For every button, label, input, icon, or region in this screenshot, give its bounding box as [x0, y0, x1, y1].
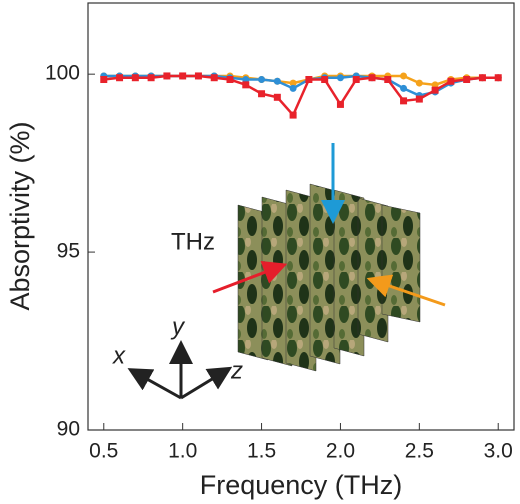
- point: [336, 74, 344, 82]
- point: [273, 77, 281, 85]
- point: [289, 111, 297, 119]
- point: [131, 74, 139, 82]
- point: [258, 76, 266, 84]
- point: [242, 76, 250, 84]
- point: [352, 76, 360, 84]
- point: [147, 74, 155, 82]
- point: [431, 86, 439, 94]
- x-tick-label: 3.0: [484, 440, 513, 463]
- point: [305, 76, 313, 84]
- annotation: z: [230, 357, 243, 384]
- point: [210, 74, 218, 82]
- annotation: THz: [171, 228, 215, 255]
- annotation: y: [170, 313, 186, 340]
- point: [431, 81, 439, 89]
- point: [163, 72, 171, 80]
- point: [273, 93, 281, 101]
- y-axis-title: Absorptivity (%): [5, 121, 35, 310]
- point: [336, 100, 344, 108]
- point: [400, 72, 408, 80]
- x-tick-label: 0.5: [89, 440, 118, 463]
- point: [478, 74, 486, 82]
- x-tick-label: 1.5: [247, 440, 276, 463]
- y-tick-label: 95: [57, 240, 80, 263]
- point: [179, 72, 187, 80]
- point: [463, 76, 471, 84]
- point: [400, 97, 408, 105]
- x-axis-title: Frequency (THz): [200, 470, 403, 500]
- point: [368, 74, 376, 82]
- point: [289, 79, 297, 87]
- point: [494, 74, 502, 82]
- y-tick-label: 100: [45, 62, 80, 85]
- point: [415, 95, 423, 103]
- point: [321, 76, 329, 84]
- illustration: [127, 143, 446, 400]
- x-tick-label: 1.0: [168, 440, 197, 463]
- annotation: x: [112, 342, 126, 369]
- point: [400, 84, 408, 92]
- point: [415, 79, 423, 87]
- x-tick-label: 2.0: [326, 440, 355, 463]
- point: [447, 77, 455, 85]
- series-line: [103, 74, 499, 97]
- point: [384, 76, 392, 84]
- point: [116, 74, 124, 82]
- point: [258, 90, 266, 98]
- point: [289, 84, 297, 92]
- point: [100, 76, 108, 84]
- y-tick-label: 90: [57, 418, 80, 441]
- point: [194, 72, 202, 80]
- point: [242, 81, 250, 89]
- x-tick-label: 2.5: [405, 440, 434, 463]
- point: [226, 76, 234, 84]
- plot-frame: [87, 2, 515, 431]
